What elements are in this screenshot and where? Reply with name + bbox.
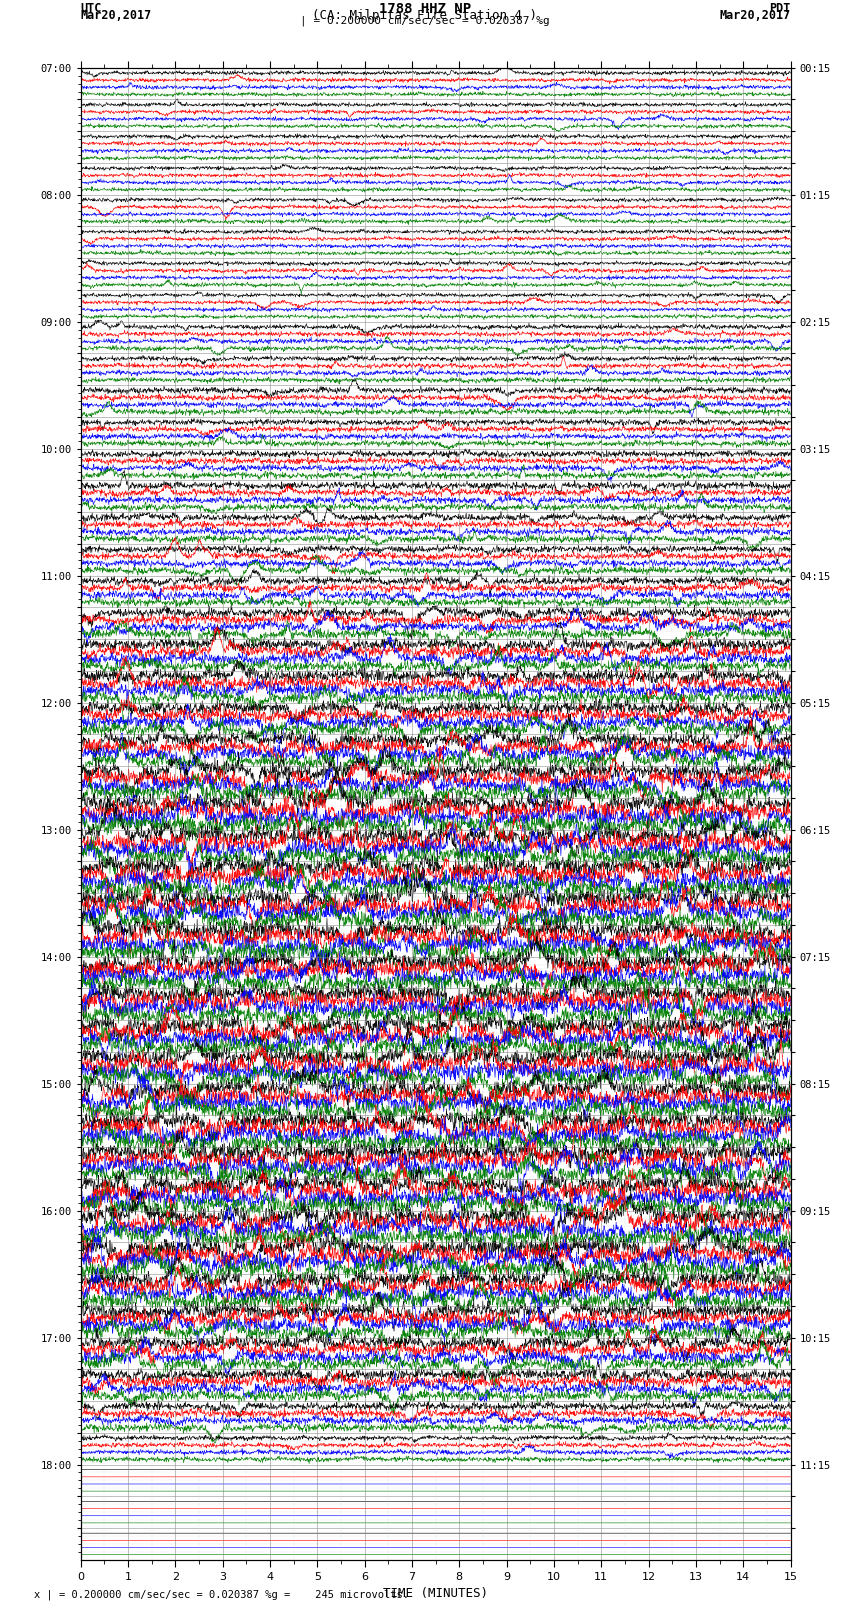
Text: Mar20,2017: Mar20,2017 <box>719 10 791 23</box>
Text: UTC: UTC <box>81 3 102 16</box>
X-axis label: TIME (MINUTES): TIME (MINUTES) <box>383 1587 488 1600</box>
Text: Mar20,2017: Mar20,2017 <box>81 10 152 23</box>
Text: 1788 HHZ NP: 1788 HHZ NP <box>379 3 471 16</box>
Text: (CA: Milpitas Fire Station 4 ): (CA: Milpitas Fire Station 4 ) <box>313 10 537 23</box>
Text: PDT: PDT <box>769 3 790 16</box>
Text: x | = 0.200000 cm/sec/sec = 0.020387 %g =    245 microvolts.: x | = 0.200000 cm/sec/sec = 0.020387 %g … <box>34 1589 409 1600</box>
Text: | = 0.200000 cm/sec/sec = 0.020387 %g: | = 0.200000 cm/sec/sec = 0.020387 %g <box>300 16 550 26</box>
